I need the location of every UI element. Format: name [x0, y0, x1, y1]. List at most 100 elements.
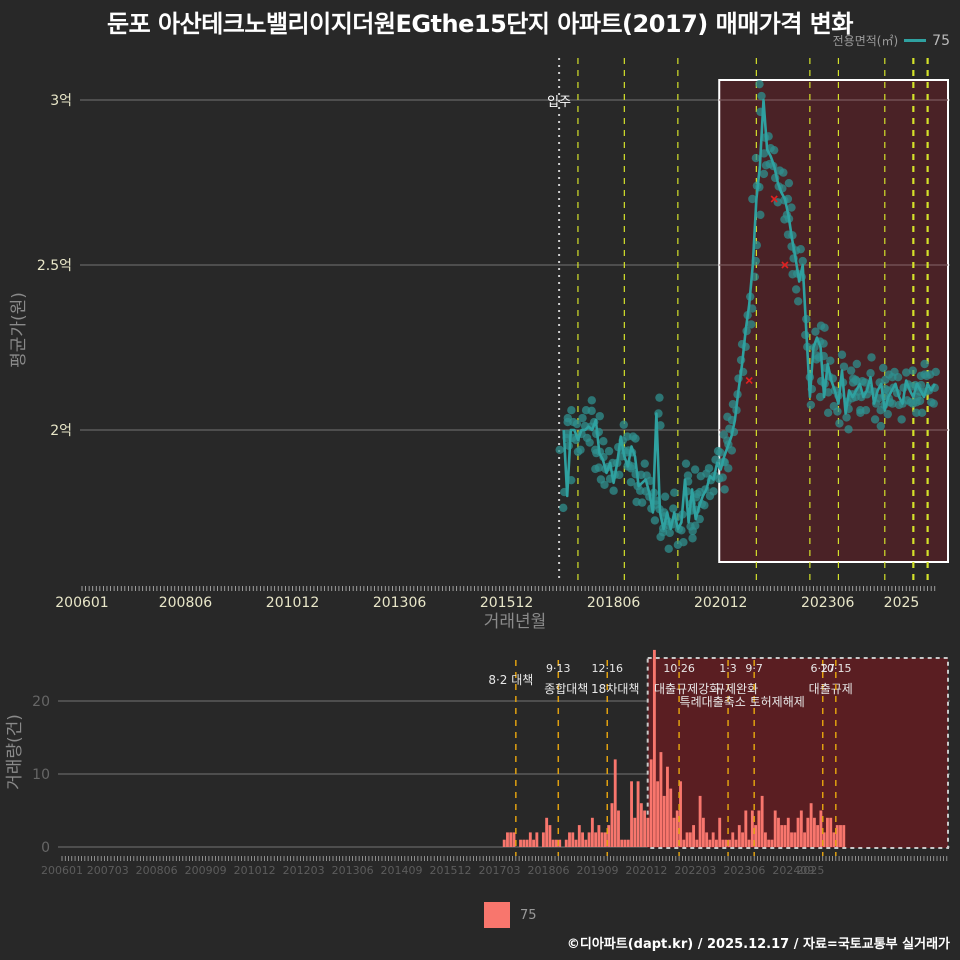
volume-bar	[786, 817, 790, 847]
data-point	[587, 396, 596, 405]
volume-bar	[577, 825, 581, 847]
volume-bar	[656, 781, 660, 847]
data-point	[595, 411, 604, 421]
price-line	[562, 98, 936, 531]
data-point	[751, 153, 761, 163]
data-point	[576, 445, 585, 454]
volume-bar	[816, 825, 820, 847]
volume-bar	[688, 832, 692, 847]
volume-bar	[594, 832, 598, 847]
volume-bar	[662, 795, 666, 847]
x-tick-label: 201512	[430, 864, 472, 877]
legend-value: 75	[520, 907, 537, 923]
x-tick-label: 201909	[576, 864, 618, 877]
volume-bar	[812, 817, 816, 847]
data-point	[920, 359, 929, 369]
volume-bar	[649, 759, 653, 847]
outlier-marker-icon	[770, 195, 778, 203]
volume-bar	[652, 649, 656, 847]
policy-name-label: 8·2 대책	[488, 672, 533, 687]
data-point	[851, 375, 861, 385]
x-tick-label: 201012	[234, 864, 276, 877]
volume-bar	[603, 832, 607, 847]
data-point	[835, 419, 844, 428]
volume-bar	[796, 817, 800, 847]
volume-bar	[754, 825, 758, 847]
volume-bar	[574, 839, 578, 847]
data-point	[883, 409, 892, 419]
volume-chart: 0 10 20 거래량(건) 8·2 대책 9·13 종합대책 12·16 18차대책 10·26…	[5, 649, 950, 877]
policy-name-label: 특례대출축소 토허제해제	[680, 695, 805, 709]
volume-bar	[610, 803, 614, 847]
volume-bar	[806, 817, 810, 847]
y-axis-label: 평균가(원)	[9, 292, 29, 368]
data-point	[824, 388, 833, 397]
volume-bar	[747, 839, 751, 847]
data-point	[720, 485, 729, 494]
data-point	[915, 396, 925, 406]
data-point	[628, 432, 638, 441]
volume-bar	[718, 817, 722, 847]
data-point	[691, 521, 700, 530]
policy-name-label: 대출규제	[809, 682, 853, 696]
data-point	[784, 178, 794, 188]
volume-bar	[525, 839, 529, 847]
data-point	[670, 488, 679, 497]
x-tick-label: 201306	[332, 864, 374, 877]
volume-bar	[701, 817, 705, 847]
data-point	[716, 448, 725, 457]
data-point	[664, 544, 673, 553]
volume-bar	[613, 759, 617, 847]
data-point	[756, 210, 765, 220]
data-point	[555, 445, 564, 454]
data-point	[819, 339, 828, 348]
volume-bar	[551, 839, 555, 847]
volume-bar	[728, 839, 731, 847]
data-point	[637, 498, 647, 507]
data-point	[660, 492, 670, 501]
volume-bar	[636, 781, 640, 847]
volume-bar	[623, 839, 627, 847]
data-point	[646, 476, 655, 486]
data-point	[876, 421, 885, 431]
volume-bar	[783, 825, 787, 847]
legend-bar-swatch-icon	[484, 902, 510, 928]
data-point	[893, 373, 903, 382]
chart-title: 둔포 아산테크노밸리이지더원EGthe15단지 아파트(2017) 매매가격 변…	[107, 10, 853, 38]
y-tick-label: 20	[32, 694, 50, 710]
x-tick-label: 201703	[479, 864, 521, 877]
volume-bar	[502, 839, 506, 847]
volume-bar	[711, 832, 715, 847]
volume-bar	[522, 839, 526, 847]
x-tick-label: 200909	[185, 864, 227, 877]
data-point	[679, 538, 688, 547]
volume-bar	[607, 825, 611, 847]
volume-bar	[682, 839, 686, 847]
volume-bar	[763, 832, 767, 847]
data-point	[866, 369, 875, 378]
outlier-marker-icon	[745, 376, 753, 385]
volume-bar	[809, 803, 813, 847]
data-point	[811, 327, 820, 336]
policy-name-label: 대출규제강화	[654, 682, 720, 696]
volume-bar	[528, 832, 532, 847]
data-point	[567, 406, 576, 415]
x-tick-label: 202306	[801, 595, 855, 611]
volume-bar	[832, 832, 836, 847]
volume-bar	[799, 810, 803, 847]
data-point	[879, 363, 888, 373]
volume-bar	[705, 832, 709, 847]
volume-bar	[826, 817, 829, 847]
policy-date-label: 6·27	[810, 662, 835, 675]
data-point	[669, 504, 678, 513]
volume-bar	[770, 839, 774, 847]
volume-bar	[581, 832, 584, 847]
data-point	[791, 285, 801, 294]
data-point	[748, 194, 757, 204]
volume-bar	[793, 832, 797, 847]
x-tick-label: 202306	[723, 864, 765, 877]
source-credit: ©디아파트(dapt.kr) / 2025.12.17 / 자료=국토교통부 실…	[566, 937, 950, 952]
data-point	[798, 256, 807, 266]
data-point	[688, 534, 697, 543]
data-point	[559, 503, 568, 513]
